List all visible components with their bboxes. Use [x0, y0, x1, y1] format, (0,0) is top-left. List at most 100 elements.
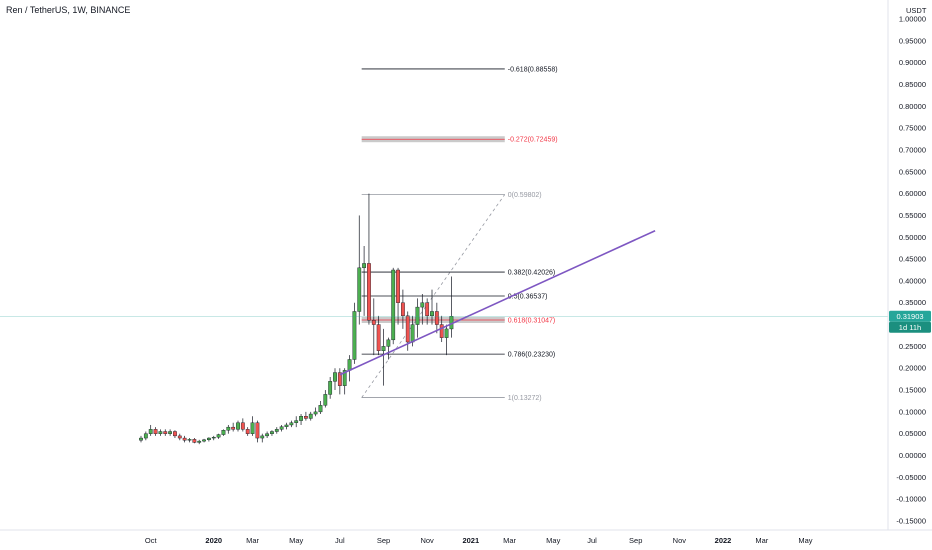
candle-body [420, 302, 425, 308]
candle-body [216, 434, 221, 438]
candle-body [255, 422, 260, 439]
candle-body [231, 426, 236, 430]
time-tick-label: Sep [377, 536, 390, 545]
candle-body [168, 431, 172, 434]
candle-body [342, 370, 347, 386]
candle-body [415, 306, 420, 325]
candle-body [250, 422, 255, 434]
time-tick-label: May [798, 536, 812, 545]
candle-body [391, 269, 396, 341]
price-tick-label: 0.15000 [899, 386, 926, 395]
candle-body [158, 431, 163, 434]
price-tick-label: -0.05000 [896, 473, 926, 482]
candle-body [226, 426, 231, 431]
fib-level-label: 0.5(0.36537) [508, 294, 548, 301]
price-tick-label: 0.45000 [899, 255, 926, 264]
fib-level-label: -0.618(0.88558) [508, 66, 558, 73]
price-tick-label: 0.20000 [899, 364, 926, 373]
candle-body [192, 439, 197, 443]
candle-body [367, 263, 371, 321]
candle-body [381, 346, 386, 351]
price-tick-label: 0.75000 [899, 124, 926, 133]
fib-level-label: 0.786(0.23230) [508, 352, 555, 359]
candle-body [211, 436, 216, 439]
candle-body [153, 429, 158, 434]
candle-body [410, 324, 415, 343]
price-tick-label: 0.25000 [899, 342, 926, 351]
candle-body [323, 394, 328, 406]
time-axis-labels: Oct 2020 Mar May Jul Sep Nov 2021 Mar May Jul Sep No… [145, 536, 813, 545]
time-tick-label: May [546, 536, 560, 545]
candle-body [202, 439, 206, 442]
candle-body [197, 440, 202, 443]
price-scale-currency: USDT [906, 6, 927, 15]
candle-body [240, 422, 245, 430]
candle-body [143, 433, 148, 439]
candle-body [270, 431, 274, 434]
candle-body [265, 433, 269, 437]
bar-countdown: 1d 11h [899, 323, 921, 332]
candle-body [308, 413, 313, 419]
candle-body [328, 381, 333, 395]
time-tick-label: May [289, 536, 303, 545]
price-tick-label: 0.90000 [899, 58, 926, 67]
last-price-label: 0.31903 1d 11h [889, 310, 931, 333]
price-tick-label: -0.10000 [896, 495, 926, 504]
time-tick-label: 2022 [715, 536, 732, 545]
candle-body [357, 267, 362, 312]
time-tick-label: Mar [755, 536, 768, 545]
price-scale-background[interactable] [888, 0, 932, 530]
price-tick-label: 0.40000 [899, 276, 926, 285]
fibonacci-retracement[interactable]: -0.618(0.88558) -0.272(0.72459) 0(0.59802)… [361, 66, 558, 402]
candle-body [444, 328, 449, 338]
fib-level-label: 0.382(0.42026) [508, 270, 555, 277]
candle-body [401, 302, 405, 317]
time-tick-label: 2020 [205, 536, 222, 545]
price-tick-label: 1.00000 [899, 15, 926, 24]
time-tick-label: Mar [246, 536, 259, 545]
time-tick-label: Nov [673, 536, 687, 545]
candle-body [182, 437, 187, 441]
price-tick-label: 0.10000 [899, 407, 926, 416]
candle-body [386, 339, 391, 347]
candle-body [299, 416, 303, 421]
candle-body [173, 431, 177, 437]
candle-body [221, 430, 226, 435]
candle-body [337, 372, 342, 386]
price-tick-label: 0.80000 [899, 102, 926, 111]
time-tick-label: Mar [503, 536, 516, 545]
time-tick-label: Jul [587, 536, 597, 545]
time-tick-label: Oct [145, 536, 158, 545]
candle-body [371, 320, 376, 325]
price-tick-label: 0.05000 [899, 429, 926, 438]
price-tick-label: 0.55000 [899, 211, 926, 220]
price-tick-label: 0.60000 [899, 189, 926, 198]
fib-level-label: 1(0.13272) [508, 395, 542, 402]
candle-body [376, 324, 381, 351]
candle-body [148, 429, 153, 434]
candle-body [187, 439, 192, 441]
candle-body [294, 420, 299, 423]
candle-body [333, 372, 337, 382]
trendline[interactable] [339, 229, 656, 376]
candle-body [206, 437, 211, 441]
candle-body [260, 435, 265, 439]
candle-body [430, 311, 434, 317]
candle-body [434, 311, 439, 325]
price-tick-label: 0.70000 [899, 145, 926, 154]
price-tick-label: 0.85000 [899, 80, 926, 89]
fib-level-label: -0.272(0.72459) [508, 137, 558, 144]
time-tick-label: 2021 [462, 536, 479, 545]
fib-level-label: 0.618(0.31047) [508, 317, 555, 324]
last-price-value: 0.31903 [896, 312, 923, 321]
price-tick-label: 0.95000 [899, 36, 926, 45]
time-tick-label: Nov [420, 536, 434, 545]
candle-body [139, 437, 143, 441]
candle-body [177, 435, 182, 439]
candle-body [352, 311, 357, 360]
price-tick-label: 0.35000 [899, 298, 926, 307]
candle-body [318, 405, 323, 413]
price-tick-label: -0.15000 [896, 517, 926, 526]
candle-body [362, 263, 366, 269]
